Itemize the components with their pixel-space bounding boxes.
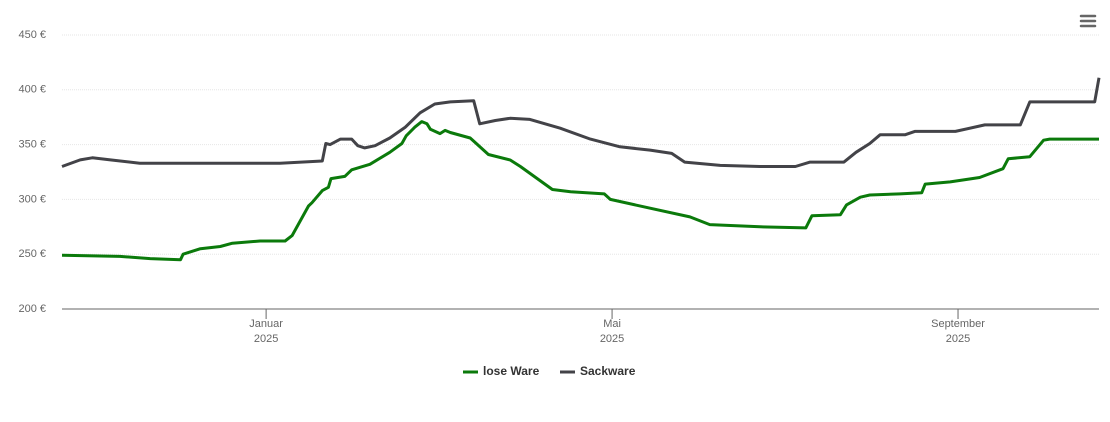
- y-tick-label: 250 €: [18, 248, 46, 260]
- y-tick-label: 400 €: [18, 84, 46, 96]
- series-line: [61, 120, 1099, 262]
- x-tick-label: September 2025: [931, 318, 985, 345]
- legend-label: lose Ware: [483, 364, 540, 378]
- x-tick-label: Mai 2025: [599, 318, 625, 345]
- y-tick-label: 200 €: [18, 303, 46, 315]
- legend-label: Sackware: [580, 364, 636, 378]
- y-tick-label: 450 €: [18, 29, 46, 41]
- y-tick-label: 300 €: [18, 193, 46, 205]
- y-tick-label: 350 €: [18, 139, 46, 151]
- menu-icon[interactable]: [1079, 14, 1097, 28]
- x-tick-label: Januar 2025: [249, 318, 283, 345]
- series-line: [61, 77, 1101, 168]
